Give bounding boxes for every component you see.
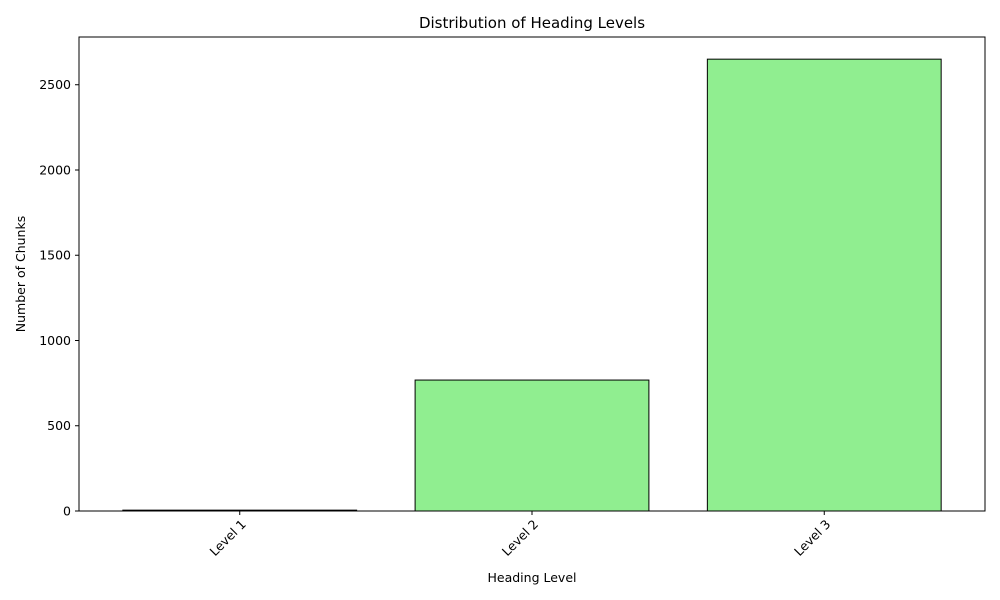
y-tick-label: 0 [63, 504, 71, 519]
y-axis-label: Number of Chunks [13, 216, 28, 332]
x-axis-label: Heading Level [488, 570, 577, 585]
y-axis-ticks: 0 500 1000 1500 2000 2500 [39, 77, 79, 519]
bar-level-2 [414, 379, 650, 512]
bar-level-3 [706, 58, 942, 512]
y-tick-label: 1000 [39, 333, 71, 348]
plot-area-frame [78, 36, 986, 512]
y-tick-label: 1500 [39, 248, 71, 263]
y-tick-label: 500 [47, 418, 71, 433]
bars-group [122, 58, 942, 512]
y-tick-label: 2000 [39, 162, 71, 177]
y-tick-label: 2500 [39, 77, 71, 92]
chart-title: Distribution of Heading Levels [419, 14, 645, 32]
